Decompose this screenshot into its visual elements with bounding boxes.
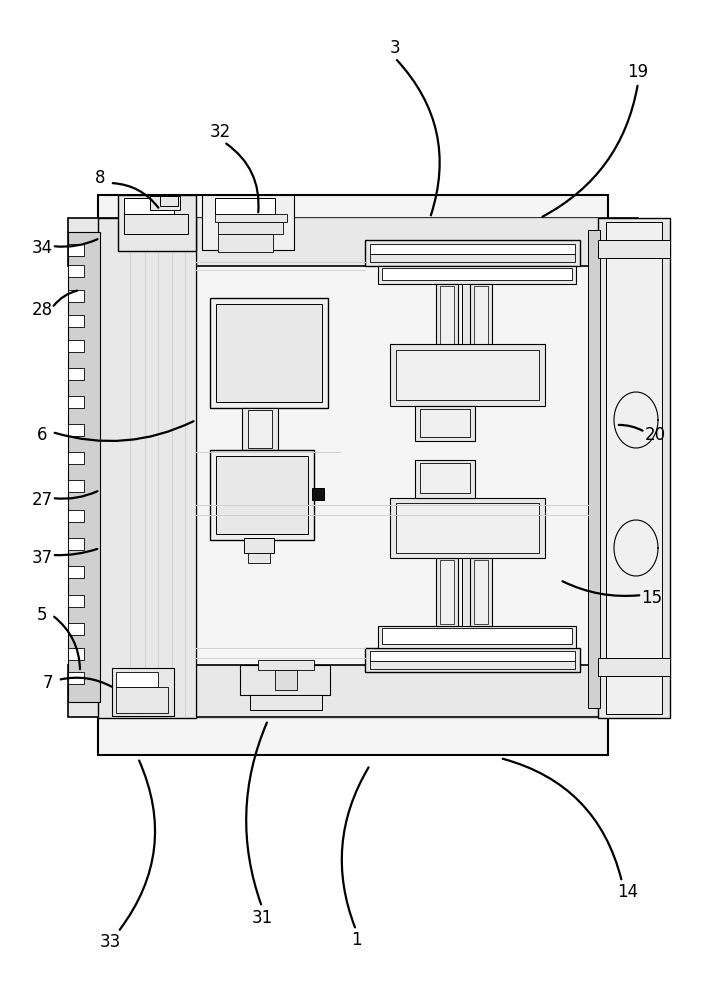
- Bar: [68, 480, 84, 492]
- Text: 8: 8: [95, 169, 105, 187]
- Text: 20: 20: [644, 426, 666, 444]
- Bar: [68, 566, 84, 578]
- Bar: [462, 558, 470, 626]
- Bar: [242, 408, 278, 450]
- Bar: [68, 232, 100, 702]
- Bar: [124, 214, 188, 234]
- Bar: [470, 558, 492, 626]
- Bar: [370, 244, 575, 254]
- Bar: [275, 670, 297, 690]
- Text: 14: 14: [617, 883, 639, 901]
- Bar: [150, 196, 180, 210]
- Bar: [415, 406, 475, 441]
- Bar: [588, 230, 600, 708]
- Bar: [382, 628, 572, 644]
- Bar: [244, 538, 274, 553]
- Bar: [68, 265, 84, 277]
- Bar: [68, 340, 84, 352]
- Text: 7: 7: [43, 674, 53, 692]
- Bar: [216, 304, 322, 402]
- Bar: [598, 218, 670, 718]
- Bar: [68, 538, 84, 550]
- Bar: [68, 396, 84, 408]
- Text: 27: 27: [31, 491, 53, 509]
- Text: 19: 19: [627, 63, 649, 81]
- Bar: [218, 222, 283, 234]
- Bar: [390, 498, 545, 558]
- Bar: [215, 198, 275, 214]
- Text: 28: 28: [31, 301, 53, 319]
- Bar: [598, 240, 670, 258]
- Bar: [436, 284, 458, 346]
- Bar: [248, 553, 270, 563]
- Bar: [420, 463, 470, 493]
- Text: 32: 32: [209, 123, 231, 141]
- Bar: [382, 268, 572, 280]
- Bar: [68, 315, 84, 327]
- Bar: [68, 648, 84, 660]
- Bar: [474, 286, 488, 344]
- Bar: [68, 244, 84, 256]
- Bar: [68, 368, 84, 380]
- Bar: [202, 195, 294, 250]
- Bar: [365, 240, 580, 266]
- Bar: [216, 456, 308, 534]
- Bar: [250, 695, 322, 710]
- Text: 5: 5: [37, 606, 47, 624]
- Bar: [68, 510, 84, 522]
- Bar: [420, 409, 470, 437]
- Bar: [98, 195, 608, 755]
- Bar: [462, 284, 470, 346]
- Bar: [396, 503, 539, 553]
- Bar: [98, 218, 196, 718]
- Bar: [370, 651, 575, 661]
- Bar: [440, 560, 454, 624]
- Bar: [116, 687, 168, 713]
- Bar: [160, 196, 178, 206]
- Bar: [215, 214, 287, 222]
- Bar: [116, 672, 158, 687]
- Text: 34: 34: [31, 239, 53, 257]
- Text: 6: 6: [37, 426, 47, 444]
- Bar: [218, 234, 273, 252]
- Bar: [415, 460, 475, 498]
- Text: 31: 31: [251, 909, 273, 927]
- Bar: [370, 254, 575, 262]
- Bar: [390, 344, 545, 406]
- Text: 3: 3: [389, 39, 400, 57]
- Bar: [606, 222, 662, 714]
- Bar: [210, 298, 328, 408]
- Text: 15: 15: [642, 589, 663, 607]
- Bar: [112, 668, 174, 716]
- Bar: [68, 665, 638, 717]
- Bar: [312, 488, 324, 500]
- Bar: [68, 290, 84, 302]
- Bar: [436, 558, 458, 626]
- Text: 1: 1: [351, 931, 361, 949]
- Bar: [210, 450, 314, 540]
- Bar: [68, 595, 84, 607]
- Bar: [470, 284, 492, 346]
- Bar: [68, 623, 84, 635]
- Bar: [474, 560, 488, 624]
- Bar: [396, 350, 539, 400]
- Bar: [240, 665, 330, 695]
- Bar: [258, 660, 314, 670]
- Bar: [118, 195, 196, 251]
- Bar: [68, 424, 84, 436]
- Text: 33: 33: [100, 933, 120, 951]
- Bar: [68, 672, 84, 684]
- Bar: [378, 626, 576, 648]
- Bar: [68, 218, 638, 266]
- Bar: [598, 658, 670, 676]
- Text: 37: 37: [31, 549, 53, 567]
- Bar: [124, 198, 174, 214]
- Bar: [370, 661, 575, 669]
- Bar: [248, 410, 272, 448]
- Bar: [440, 286, 454, 344]
- Bar: [378, 266, 576, 284]
- Bar: [365, 648, 580, 672]
- Bar: [68, 452, 84, 464]
- Bar: [195, 218, 610, 718]
